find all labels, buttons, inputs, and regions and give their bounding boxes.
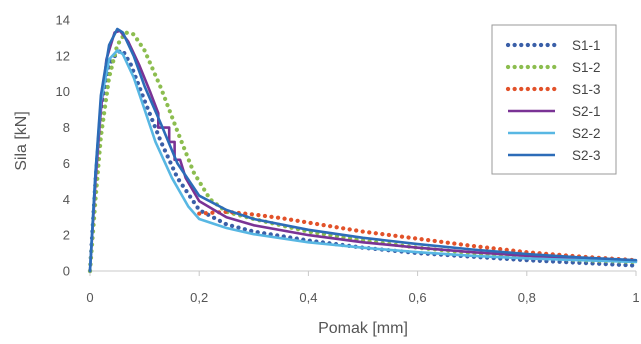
legend-box <box>491 24 617 175</box>
legend-label-s1-2: S1-2 <box>572 60 601 75</box>
y-tick-label: 4 <box>63 192 70 207</box>
legend-label-s2-2: S2-2 <box>572 126 601 141</box>
legend-label-s2-1: S2-1 <box>572 104 601 119</box>
y-tick-labels: 0 2 4 6 8 10 12 14 <box>56 13 70 279</box>
y-axis-label: Sila [kN] <box>13 111 30 171</box>
series-line-s2-3 <box>88 27 638 273</box>
x-tick-label: 0,4 <box>299 290 317 305</box>
y-tick-label: 12 <box>56 48 70 63</box>
legend-label-s2-3: S2-3 <box>572 148 601 163</box>
legend-label-s1-3: S1-3 <box>572 82 601 97</box>
series-line-s1-3 <box>197 209 639 263</box>
x-axis-label: Pomak [mm] <box>318 320 408 337</box>
y-tick-label: 6 <box>63 156 70 171</box>
x-tick-label: 0,8 <box>518 290 536 305</box>
y-tick-label: 0 <box>63 264 70 279</box>
y-tick-label: 14 <box>56 13 70 28</box>
x-tick-labels: 0 0,2 0,4 0,6 0,8 1 <box>86 271 640 305</box>
x-tick-label: 0 <box>86 290 93 305</box>
x-tick-label: 0,2 <box>190 290 208 305</box>
y-tick-label: 10 <box>56 84 70 99</box>
series-line-s1-1 <box>87 48 639 274</box>
y-tick-label: 2 <box>63 228 70 243</box>
legend-label-s1-1: S1-1 <box>572 38 601 53</box>
series-layer <box>87 27 639 274</box>
x-tick-label: 1 <box>632 290 639 305</box>
legend: S1-1 S1-2 S1-3 S2-1 S2-2 S2-3 <box>491 24 617 175</box>
x-tick-label: 0,6 <box>409 290 427 305</box>
y-tick-label: 8 <box>63 120 70 135</box>
series-line-s2-2 <box>88 49 638 273</box>
